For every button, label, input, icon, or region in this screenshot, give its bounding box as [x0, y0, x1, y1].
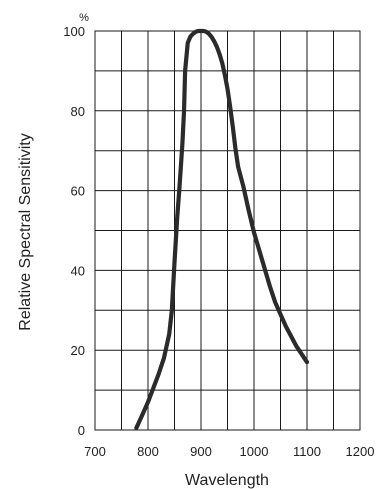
series-line — [134, 28, 310, 431]
x-tick-label: 1100 — [293, 444, 321, 459]
x-tick-label: 1200 — [346, 444, 375, 459]
x-tick-labels: 700 800 900 1000 1100 1200 — [84, 444, 374, 459]
y-tick-label: 100 — [63, 24, 85, 39]
x-axis-title: Wavelength — [185, 472, 269, 489]
plot-frame — [94, 30, 361, 431]
y-tick-label: 80 — [71, 104, 85, 119]
y-tick-label: 0 — [78, 423, 85, 438]
x-tick-label: 700 — [84, 444, 106, 459]
y-axis-title: Relative Spectral Sensitivity — [17, 133, 34, 330]
y-tick-labels: 0 20 40 60 80 100 — [63, 24, 85, 438]
y-tick-label: 40 — [71, 263, 85, 278]
x-tick-label: 1000 — [240, 444, 269, 459]
x-tick-label: 900 — [190, 444, 212, 459]
y-tick-label: 20 — [71, 343, 85, 358]
y-unit-label: % — [79, 12, 89, 24]
x-tick-label: 800 — [137, 444, 159, 459]
y-tick-label: 60 — [71, 184, 85, 199]
